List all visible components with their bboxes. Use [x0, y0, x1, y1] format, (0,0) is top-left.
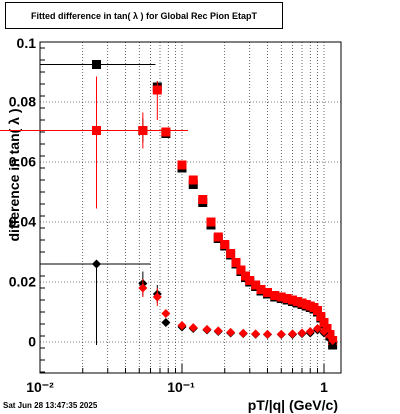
y-tick-label-0.06: 0.06 — [9, 154, 36, 170]
data-point-square — [226, 249, 236, 258]
data-point-diamond — [92, 259, 102, 269]
series-0 — [0, 60, 338, 350]
data-point-diamond — [305, 327, 315, 336]
data-point-square — [319, 318, 329, 327]
data-point-diamond — [238, 328, 248, 338]
data-point-square — [270, 291, 280, 300]
data-series — [0, 60, 338, 350]
data-point-diamond — [188, 323, 198, 333]
x-axis-label: pT/|q| (GeV/c) — [248, 397, 338, 413]
data-point-diamond — [161, 309, 171, 318]
series-1 — [0, 76, 338, 345]
tick-labels: 0 0.02 0.04 0.06 0.08 0.1 10⁻² 10⁻¹ 1 — [9, 35, 328, 395]
data-point-square — [92, 60, 102, 69]
data-point-square — [206, 217, 216, 227]
data-point-square — [313, 306, 323, 315]
data-point-diamond — [251, 329, 261, 339]
data-point-diamond — [287, 329, 297, 339]
x-tick-label-0.1: 10⁻¹ — [167, 379, 195, 395]
chart-title-box: Fitted difference in tan( λ ) for Global… — [5, 2, 283, 29]
data-point-square — [256, 285, 266, 294]
data-point-square — [231, 258, 241, 267]
y-tick-label-0.02: 0.02 — [9, 274, 36, 290]
data-point-diamond — [177, 321, 187, 330]
data-point-square — [287, 295, 297, 305]
data-point-diamond — [138, 283, 148, 293]
grid-lines — [40, 41, 341, 373]
data-point-square — [322, 324, 332, 333]
data-point-diamond — [262, 329, 272, 339]
data-point-square — [152, 85, 162, 95]
data-point-square — [220, 240, 230, 249]
data-point-square — [177, 160, 187, 170]
data-point-square — [292, 297, 302, 306]
data-point-square — [188, 175, 198, 185]
data-point-square — [198, 195, 208, 204]
data-point-diamond — [319, 327, 329, 336]
y-tick-label-0: 0 — [28, 334, 36, 350]
data-point-square — [262, 288, 272, 297]
data-point-square — [316, 312, 326, 321]
timestamp: Sat Jun 28 13:47:35 2025 — [3, 401, 98, 410]
series-3 — [138, 279, 338, 345]
x-tick-label-0.01: 10⁻² — [26, 379, 54, 395]
data-point-diamond — [328, 336, 338, 345]
data-point-square — [213, 232, 223, 242]
chart-title: Fitted difference in tan( λ ) for Global… — [30, 10, 258, 21]
data-point-diamond — [202, 324, 212, 334]
data-point-diamond — [161, 318, 171, 327]
data-point-diamond — [313, 324, 323, 333]
data-point-square — [138, 126, 148, 135]
data-point-square — [251, 280, 261, 290]
plot-frame — [39, 41, 342, 374]
axis-ticks — [40, 47, 325, 373]
data-point-diamond — [152, 292, 162, 302]
y-axis-label: difference in tan( λ ) — [6, 108, 22, 241]
data-point-square — [276, 292, 286, 302]
x-tick-label-1: 1 — [320, 379, 328, 395]
data-point-square — [245, 276, 255, 285]
data-point-square — [282, 294, 292, 303]
y-tick-label-0.04: 0.04 — [9, 214, 36, 230]
y-tick-label-0.08: 0.08 — [9, 94, 36, 110]
data-point-diamond — [297, 328, 307, 338]
data-point-diamond — [276, 329, 286, 339]
data-point-diamond — [213, 326, 223, 336]
data-point-square — [161, 127, 171, 137]
y-tick-label-0.1: 0.1 — [17, 35, 37, 51]
data-point-square — [236, 265, 246, 275]
data-point-diamond — [226, 327, 236, 337]
